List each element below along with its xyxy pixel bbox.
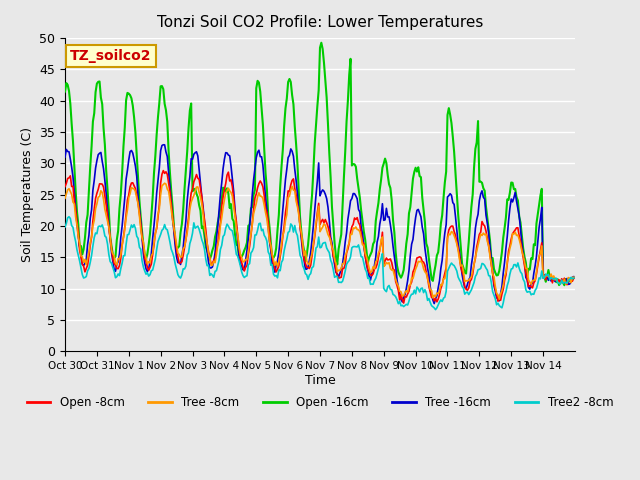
Text: TZ_soilco2: TZ_soilco2 [70, 49, 152, 63]
Y-axis label: Soil Temperatures (C): Soil Temperatures (C) [20, 127, 34, 262]
X-axis label: Time: Time [305, 374, 335, 387]
Title: Tonzi Soil CO2 Profile: Lower Temperatures: Tonzi Soil CO2 Profile: Lower Temperatur… [157, 15, 483, 30]
Legend: Open -8cm, Tree -8cm, Open -16cm, Tree -16cm, Tree2 -8cm: Open -8cm, Tree -8cm, Open -16cm, Tree -… [22, 392, 618, 414]
